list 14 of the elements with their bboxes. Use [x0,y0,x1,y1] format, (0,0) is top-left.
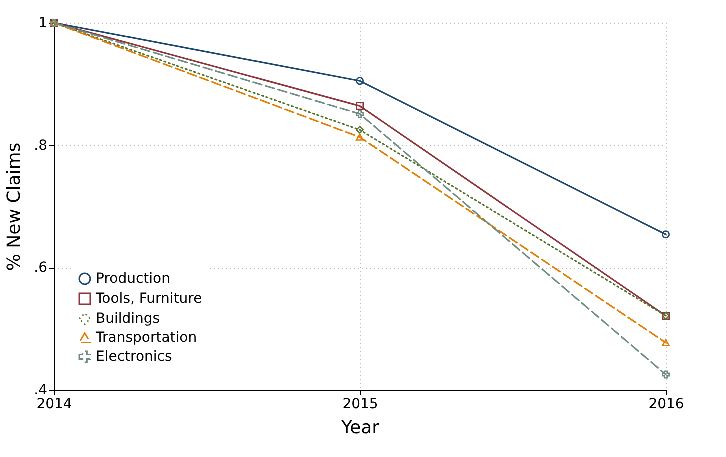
legend-label: Tools, Furniture [95,291,202,307]
legend-label: Transportation [95,330,198,346]
y-tick-label: 1 [38,16,48,32]
y-tick-label: .8 [34,138,48,154]
y-tick-label: .4 [34,382,48,398]
x-tick-label: 2015 [342,396,378,412]
legend-label: Buildings [96,311,160,327]
y-tick-label: .6 [34,260,48,276]
x-tick-label: 2016 [648,396,684,412]
x-axis-title: Year [340,418,380,438]
x-tick-label: 2014 [36,396,72,412]
y-axis-title: % New Claims [4,142,26,272]
legend-label: Production [96,271,170,287]
legend-label: Electronics [96,349,172,365]
